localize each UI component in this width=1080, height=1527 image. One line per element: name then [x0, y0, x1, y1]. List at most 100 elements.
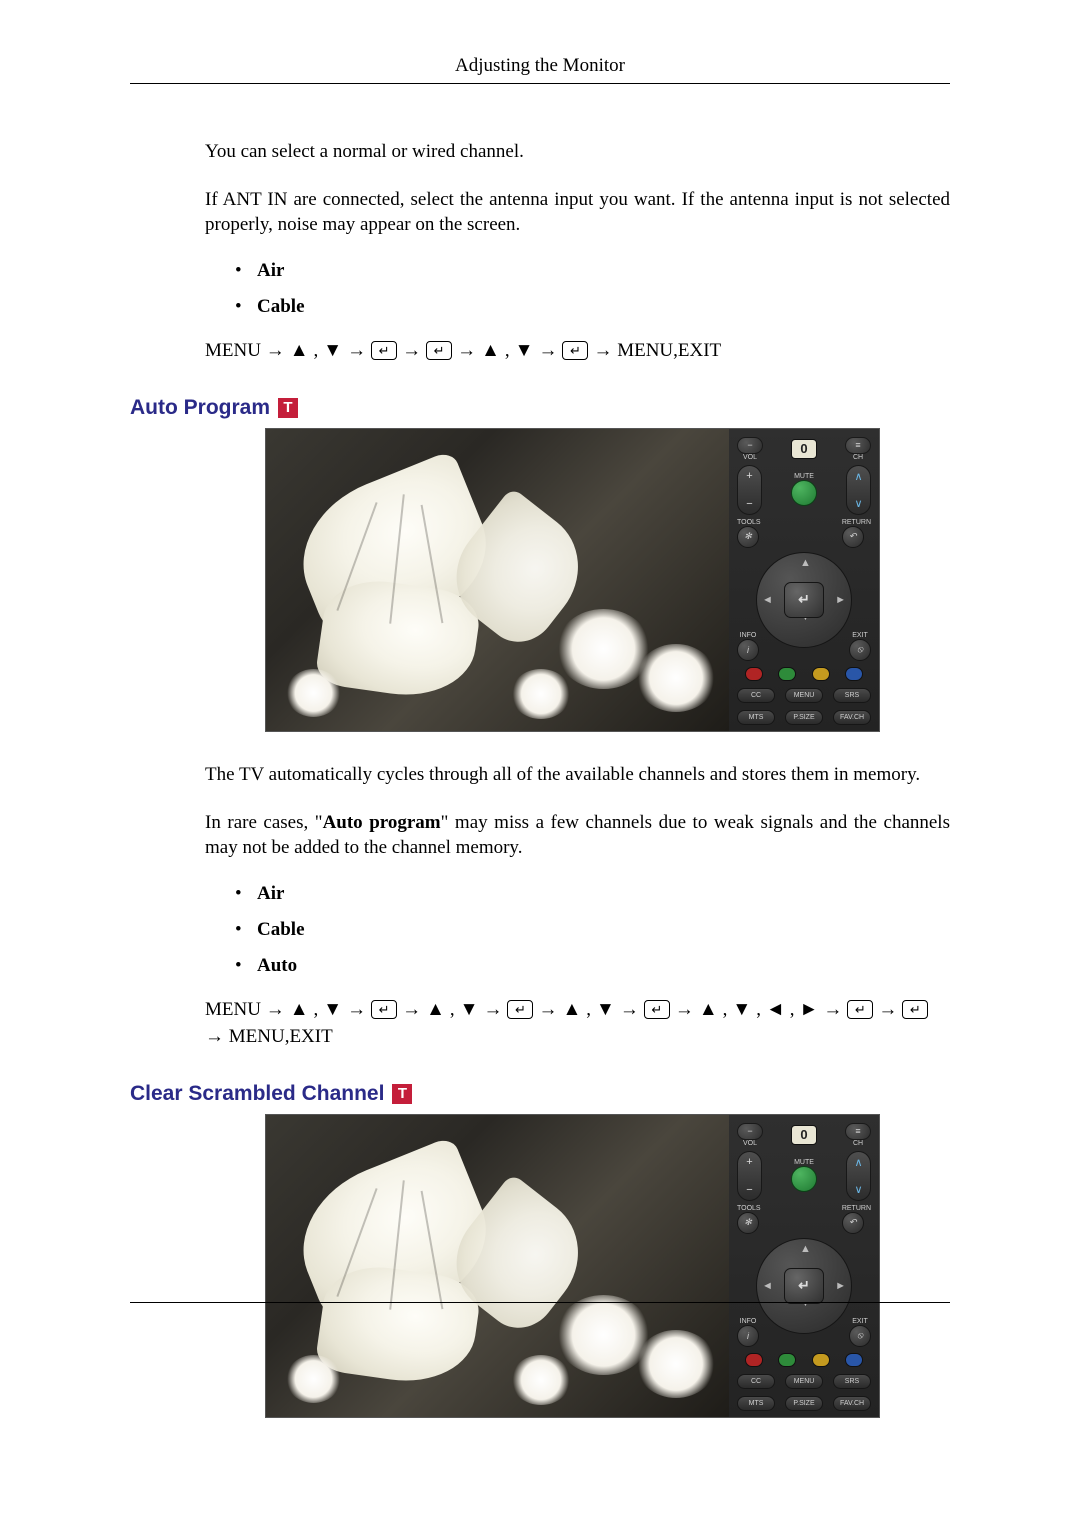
- color-buttons: [737, 1353, 871, 1367]
- enter-icon: ↵: [371, 341, 397, 360]
- dpad-enter-button[interactable]: ↵: [784, 582, 824, 618]
- down-icon: ▼: [460, 999, 479, 1021]
- up-icon: ▲: [481, 340, 500, 362]
- seq-text: → MENU,EXIT: [205, 1026, 333, 1048]
- mute-button[interactable]: [791, 480, 817, 506]
- menu-button[interactable]: MENU: [785, 1374, 823, 1389]
- red-button[interactable]: [745, 1353, 763, 1367]
- vol-label: VOL: [737, 454, 763, 461]
- up-icon: ▲: [699, 999, 718, 1021]
- tools-label: TOOLS: [737, 519, 761, 526]
- seq-text: ,: [314, 999, 319, 1021]
- dpad-up-icon[interactable]: ▲: [800, 1243, 811, 1255]
- seq-text: → MENU,EXIT: [593, 340, 721, 362]
- auto-program-nav-sequence: MENU → ▲, ▼ → ↵ → ▲, ▼ → ↵ → ▲, ▼ → ↵ → …: [205, 999, 950, 1048]
- psize-button[interactable]: P.SIZE: [785, 1396, 823, 1411]
- exit-button[interactable]: ⦸: [849, 639, 871, 661]
- footer-divider: [130, 1302, 950, 1303]
- color-buttons: [737, 667, 871, 681]
- vol-minus-button[interactable]: −: [737, 437, 763, 454]
- enter-icon: ↵: [562, 341, 588, 360]
- vol-label: VOL: [737, 1140, 763, 1147]
- dpad: ▲ ▼ ◄ ► ↵: [746, 552, 862, 628]
- option-cable: Cable: [235, 919, 950, 941]
- antenna-options: Air Cable: [235, 260, 950, 318]
- seq-text: →: [402, 340, 421, 362]
- yellow-button[interactable]: [812, 667, 830, 681]
- blue-button[interactable]: [845, 667, 863, 681]
- ch-list-button[interactable]: ≡: [845, 437, 871, 454]
- seq-text: ,: [756, 999, 761, 1021]
- channel-rocker[interactable]: ∧∨: [846, 465, 871, 515]
- info-label: INFO: [737, 1318, 759, 1325]
- seq-text: →: [538, 340, 557, 362]
- mute-button[interactable]: [791, 1166, 817, 1192]
- remote-control: − VOL 0 ≡ CH +− MUTE ∧∨: [729, 1115, 879, 1417]
- heading-text: Clear Scrambled Channel: [130, 1082, 384, 1106]
- favch-button[interactable]: FAV.CH: [833, 710, 871, 725]
- seq-text: →: [457, 340, 476, 362]
- enter-icon: ↵: [426, 341, 452, 360]
- auto-program-figure: − VOL 0 ≡ CH +− MUTE ∧∨: [265, 428, 880, 732]
- exit-label: EXIT: [849, 632, 871, 639]
- srs-button[interactable]: SRS: [833, 688, 871, 703]
- tools-button[interactable]: ✻: [737, 526, 759, 548]
- dpad-up-icon[interactable]: ▲: [800, 557, 811, 569]
- yellow-button[interactable]: [812, 1353, 830, 1367]
- menu-button[interactable]: MENU: [785, 688, 823, 703]
- seq-text: ,: [586, 999, 591, 1021]
- return-button[interactable]: ↶: [842, 526, 864, 548]
- up-icon: ▲: [290, 340, 309, 362]
- page-header: Adjusting the Monitor: [130, 55, 950, 84]
- channel-rocker[interactable]: ∧∨: [846, 1151, 871, 1201]
- mute-label: MUTE: [791, 1159, 817, 1166]
- volume-rocker[interactable]: +−: [737, 1151, 762, 1201]
- vol-minus-button[interactable]: −: [737, 1123, 763, 1140]
- auto-program-options: Air Cable Auto: [235, 883, 950, 977]
- exit-button[interactable]: ⦸: [849, 1325, 871, 1347]
- tools-button[interactable]: ✻: [737, 1212, 759, 1234]
- enter-icon: ↵: [644, 1000, 670, 1019]
- green-button[interactable]: [778, 1353, 796, 1367]
- seq-text: →: [878, 999, 897, 1021]
- antenna-note: If ANT IN are connected, select the ante…: [205, 187, 950, 238]
- favch-button[interactable]: FAV.CH: [833, 1396, 871, 1411]
- seq-text: MENU →: [205, 999, 285, 1021]
- info-button[interactable]: i: [737, 639, 759, 661]
- down-icon: ▼: [323, 999, 342, 1021]
- enter-icon: ↵: [507, 1000, 533, 1019]
- dpad-right-icon[interactable]: ►: [835, 594, 846, 606]
- volume-rocker[interactable]: +−: [737, 465, 762, 515]
- tv-preview-image: [266, 1115, 729, 1417]
- down-icon: ▼: [515, 340, 534, 362]
- info-button[interactable]: i: [737, 1325, 759, 1347]
- cc-button[interactable]: CC: [737, 1374, 775, 1389]
- dpad-enter-button[interactable]: ↵: [784, 1268, 824, 1304]
- ch-list-button[interactable]: ≡: [845, 1123, 871, 1140]
- up-icon: ▲: [290, 999, 309, 1021]
- cc-button[interactable]: CC: [737, 688, 775, 703]
- option-air: Air: [235, 260, 950, 282]
- srs-button[interactable]: SRS: [833, 1374, 871, 1389]
- seq-text: ,: [790, 999, 795, 1021]
- seq-text: ,: [314, 340, 319, 362]
- mts-button[interactable]: MTS: [737, 710, 775, 725]
- antenna-nav-sequence: MENU → ▲ , ▼ → ↵ → ↵ → ▲ , ▼ → ↵ → MENU,…: [205, 340, 950, 362]
- t-badge-icon: T: [392, 1084, 412, 1104]
- green-button[interactable]: [778, 667, 796, 681]
- seq-text: ,: [723, 999, 728, 1021]
- remote-control: − VOL 0 ≡ CH +− MUTE ∧∨: [729, 429, 879, 731]
- blue-button[interactable]: [845, 1353, 863, 1367]
- exit-label: EXIT: [849, 1318, 871, 1325]
- psize-button[interactable]: P.SIZE: [785, 710, 823, 725]
- seq-text: →: [620, 999, 639, 1021]
- dpad-left-icon[interactable]: ◄: [762, 1280, 773, 1292]
- heading-text: Auto Program: [130, 396, 270, 420]
- return-button[interactable]: ↶: [842, 1212, 864, 1234]
- seq-text: →: [823, 999, 842, 1021]
- seq-text: →: [483, 999, 502, 1021]
- red-button[interactable]: [745, 667, 763, 681]
- dpad-left-icon[interactable]: ◄: [762, 594, 773, 606]
- dpad-right-icon[interactable]: ►: [835, 1280, 846, 1292]
- mts-button[interactable]: MTS: [737, 1396, 775, 1411]
